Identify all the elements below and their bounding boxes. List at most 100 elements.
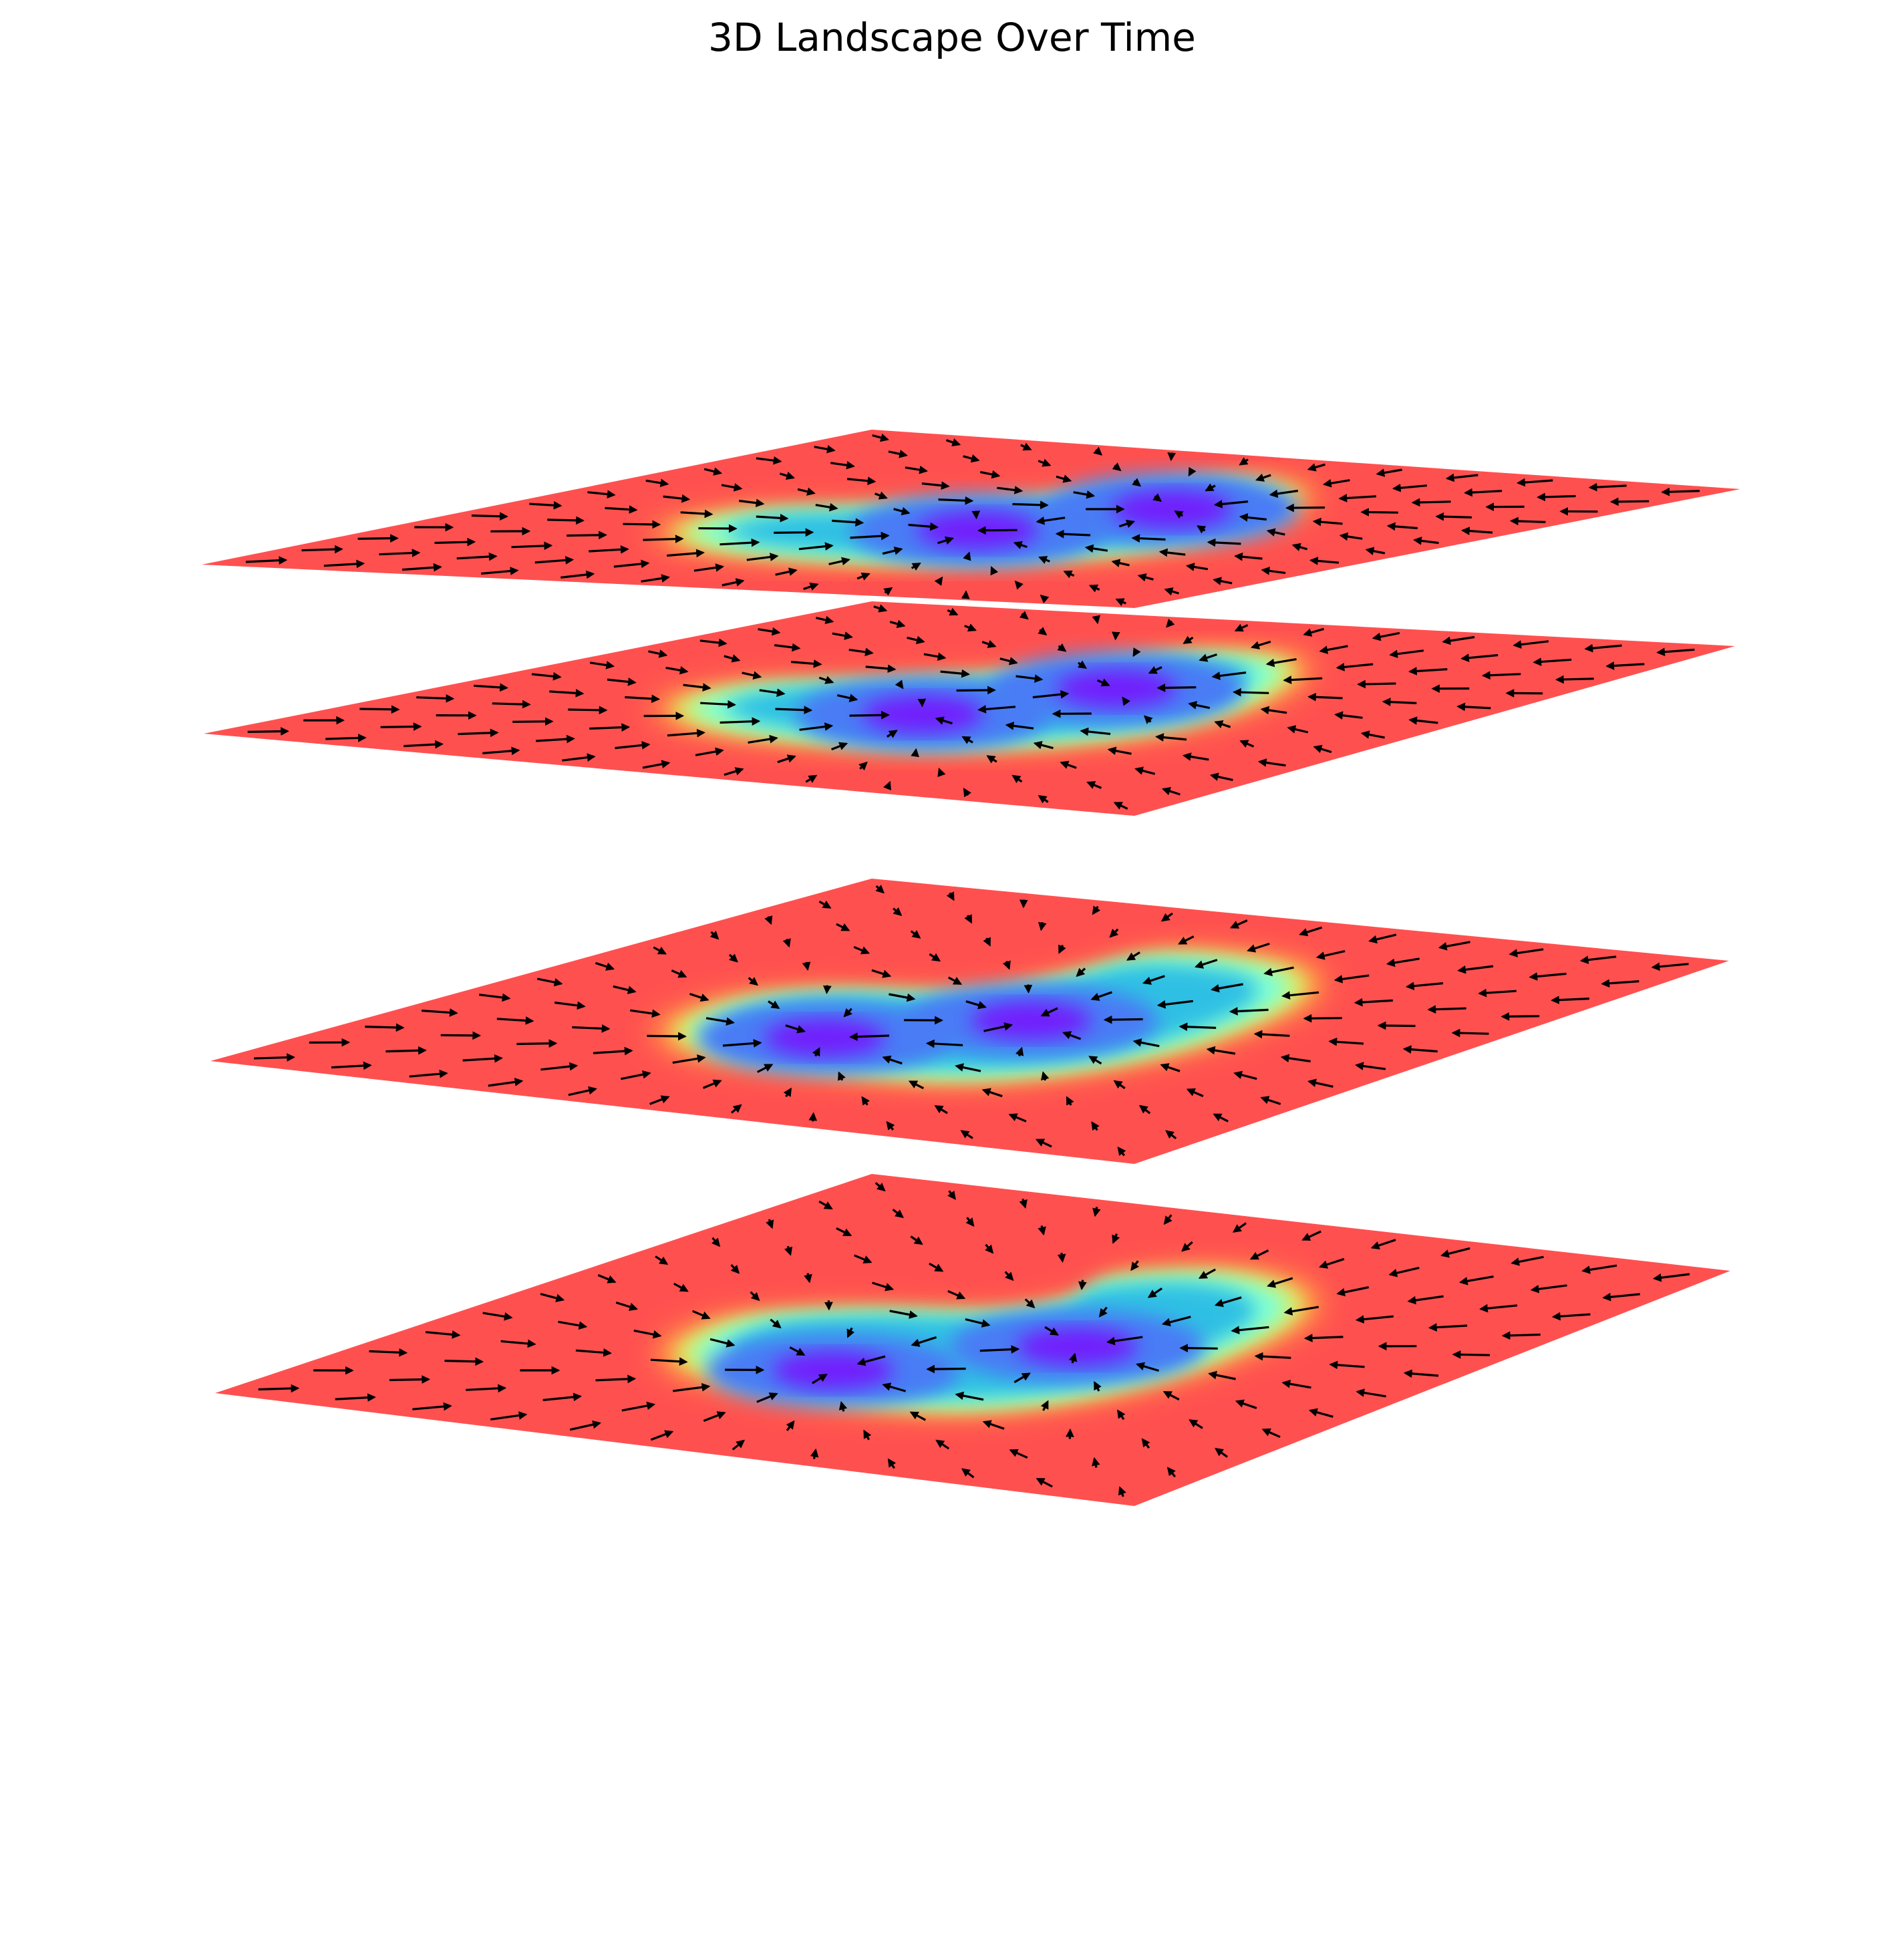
flow-arrow bbox=[909, 1411, 927, 1421]
flow-arrow bbox=[1537, 492, 1576, 502]
flow-arrow bbox=[908, 522, 939, 531]
flow-arrow bbox=[1529, 972, 1567, 981]
flow-arrow bbox=[1093, 446, 1103, 456]
flow-arrow bbox=[1517, 478, 1553, 487]
flow-arrow bbox=[1239, 457, 1249, 466]
flow-arrow bbox=[359, 705, 400, 714]
flow-arrow bbox=[1118, 519, 1136, 529]
flow-arrow bbox=[1408, 667, 1448, 675]
flow-arrow bbox=[784, 1245, 793, 1256]
flow-arrow bbox=[1260, 706, 1287, 715]
flow-arrow bbox=[1158, 548, 1186, 557]
flow-arrow bbox=[1205, 483, 1216, 492]
flow-arrow bbox=[667, 549, 705, 558]
flow-arrow bbox=[1179, 1344, 1218, 1353]
flow-arrow bbox=[1024, 1298, 1036, 1309]
flow-arrow bbox=[724, 767, 744, 776]
flow-arrow bbox=[1142, 975, 1165, 985]
flow-arrow bbox=[872, 1282, 895, 1292]
flow-arrow bbox=[458, 728, 499, 738]
flow-arrow bbox=[1174, 510, 1184, 519]
flow-arrow bbox=[798, 542, 834, 551]
flow-arrow bbox=[482, 746, 520, 756]
flow-arrow bbox=[1266, 528, 1285, 537]
flow-arrow bbox=[1370, 1239, 1396, 1250]
flow-arrow bbox=[1004, 1271, 1014, 1282]
flow-arrow bbox=[782, 938, 791, 948]
flow-arrow bbox=[874, 491, 888, 500]
flow-arrow bbox=[775, 567, 798, 576]
flow-arrow bbox=[1427, 1005, 1466, 1014]
flow-arrow bbox=[1092, 1206, 1101, 1217]
flow-arrow bbox=[1020, 442, 1032, 451]
flow-arrow bbox=[1533, 657, 1572, 666]
flow-arrow bbox=[1188, 1419, 1203, 1429]
flow-arrow bbox=[1132, 1038, 1160, 1048]
flow-arrow bbox=[977, 705, 1016, 714]
flow-arrow bbox=[1408, 716, 1438, 725]
flow-arrow bbox=[1134, 766, 1156, 775]
flow-arrow bbox=[848, 1032, 890, 1042]
flow-arrow bbox=[1457, 965, 1494, 974]
flow-arrow bbox=[531, 671, 562, 681]
flow-arrow bbox=[667, 728, 705, 738]
flow-arrow bbox=[1185, 563, 1209, 571]
flow-arrow bbox=[926, 1364, 966, 1374]
landscape-layer-1 bbox=[210, 879, 1729, 1164]
flow-arrow bbox=[1428, 1323, 1468, 1332]
flow-arrow bbox=[1166, 618, 1175, 628]
flow-arrow bbox=[1232, 1222, 1247, 1233]
flow-arrow bbox=[1160, 912, 1173, 922]
flow-arrow bbox=[828, 557, 850, 566]
flow-arrow bbox=[1040, 1400, 1049, 1411]
landscape-layer-3 bbox=[202, 430, 1740, 608]
flow-arrow bbox=[1011, 774, 1023, 784]
flow-arrow bbox=[1038, 794, 1049, 804]
flow-arrow bbox=[1234, 623, 1249, 632]
flow-arrow bbox=[977, 526, 1017, 535]
flow-arrow bbox=[1661, 487, 1700, 496]
flow-arrow bbox=[1012, 500, 1049, 510]
flow-arrow bbox=[720, 717, 761, 726]
flow-arrow bbox=[882, 1382, 907, 1392]
flow-arrow bbox=[597, 1273, 617, 1284]
flow-arrow bbox=[1214, 1296, 1242, 1308]
flow-arrow bbox=[907, 635, 925, 645]
flow-arrow bbox=[1199, 653, 1218, 662]
flow-arrow bbox=[1118, 1486, 1126, 1497]
flow-arrow bbox=[965, 1217, 975, 1227]
flow-arrow bbox=[779, 471, 795, 480]
flow-arrow bbox=[665, 665, 689, 675]
flow-arrow bbox=[1234, 552, 1263, 561]
flow-arrow bbox=[1308, 1408, 1333, 1418]
flow-arrow bbox=[1303, 627, 1325, 637]
flow-arrow bbox=[421, 1008, 458, 1017]
flow-arrow bbox=[940, 669, 971, 678]
flow-arrow bbox=[702, 1079, 722, 1089]
flow-arrow bbox=[1166, 1467, 1176, 1478]
flow-arrow bbox=[466, 1384, 507, 1393]
flow-arrow bbox=[863, 1429, 872, 1441]
flow-arrow bbox=[1511, 1255, 1544, 1266]
basin-minimum bbox=[1056, 669, 1177, 708]
flow-arrow bbox=[838, 1071, 846, 1081]
flow-arrow bbox=[965, 1318, 991, 1328]
basin-minimum bbox=[1016, 1328, 1137, 1366]
flow-arrow bbox=[700, 700, 736, 709]
flow-arrow bbox=[643, 535, 684, 544]
flow-arrow bbox=[861, 1096, 870, 1106]
flow-arrow bbox=[1263, 966, 1294, 977]
flow-arrow bbox=[650, 1357, 688, 1366]
flow-arrow bbox=[956, 686, 996, 695]
flow-arrow bbox=[1229, 919, 1248, 929]
flow-arrow bbox=[1002, 960, 1011, 970]
flow-arrow bbox=[1152, 493, 1162, 502]
flow-arrow bbox=[1231, 1326, 1269, 1335]
flow-arrow bbox=[1530, 1284, 1567, 1294]
flow-arrow bbox=[1161, 787, 1180, 796]
flow-arrow bbox=[1555, 675, 1594, 684]
flow-arrow bbox=[534, 556, 575, 565]
flow-arrow bbox=[1481, 671, 1521, 680]
